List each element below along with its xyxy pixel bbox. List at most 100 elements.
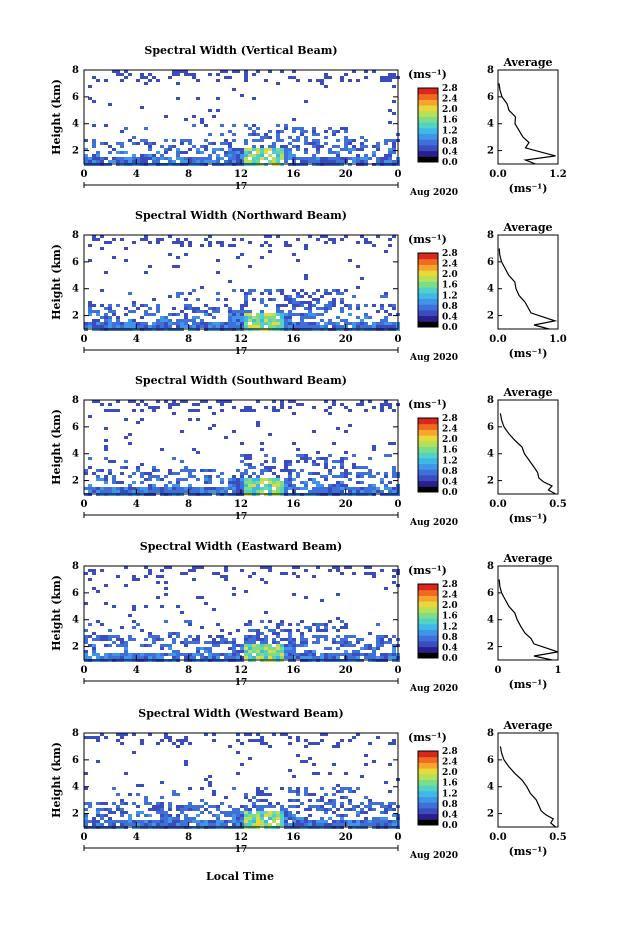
heatmap-cell: [140, 73, 144, 76]
heatmap-cell: [184, 298, 188, 301]
heatmap-cell: [84, 325, 88, 328]
heatmap-cell: [296, 259, 300, 262]
heatmap-cell: [84, 653, 88, 656]
heatmap-cell: [284, 466, 288, 469]
heatmap-cell: [276, 823, 280, 826]
heatmap-cell: [360, 148, 364, 151]
heatmap-cell: [348, 566, 352, 569]
heatmap-cell: [200, 487, 204, 490]
day-label: 17: [235, 182, 248, 192]
heatmap-cell: [264, 484, 268, 487]
heatmap-cell: [244, 295, 248, 298]
heatmap-cell: [356, 307, 360, 310]
heatmap-cell: [352, 295, 356, 298]
colorbar-segment: [418, 99, 438, 106]
heatmap-cell: [288, 472, 292, 475]
heatmap-cell: [212, 641, 216, 644]
heatmap-cell: [384, 484, 388, 487]
heatmap-cell: [344, 566, 348, 569]
date-label: Aug 2020: [409, 851, 458, 861]
heatmap-cell: [360, 157, 364, 160]
heatmap-cell: [216, 148, 220, 151]
heatmap-cell: [128, 292, 132, 295]
heatmap-cell: [232, 644, 236, 647]
heatmap-cell: [204, 820, 208, 823]
heatmap-cell: [184, 763, 188, 766]
heatmap-cell: [276, 487, 280, 490]
heatmap-cell: [136, 79, 140, 82]
heatmap-cell: [248, 475, 252, 478]
heatmap-cell: [392, 409, 396, 412]
heatmap-cell: [384, 653, 388, 656]
heatmap-cell: [280, 289, 284, 292]
heatmap-cell: [292, 154, 296, 157]
heatmap-cell: [336, 656, 340, 659]
heatmap-cell: [112, 148, 116, 151]
heatmap-cell: [240, 484, 244, 487]
heatmap-cell: [188, 620, 192, 623]
heatmap-cell: [320, 79, 324, 82]
heatmap-cell: [296, 79, 300, 82]
heatmap-cell: [136, 805, 140, 808]
heatmap-cell: [152, 653, 156, 656]
heatmap-cell: [292, 823, 296, 826]
heatmap-cell: [232, 817, 236, 820]
heatmap-cell: [236, 772, 240, 775]
heatmap-cell: [140, 472, 144, 475]
heatmap-cell: [312, 160, 316, 163]
heatmap-cell: [224, 578, 228, 581]
heatmap-cell: [276, 136, 280, 139]
heatmap-cell: [144, 235, 148, 238]
heatmap-cell: [252, 629, 256, 632]
heatmap-cell: [264, 823, 268, 826]
heatmap-cell: [252, 805, 256, 808]
heatmap-cell: [284, 151, 288, 154]
heatmap-cell: [292, 478, 296, 481]
heatmap-cell: [304, 817, 308, 820]
heatmap-cell: [120, 142, 124, 145]
heatmap-cell: [280, 316, 284, 319]
heatmap-cell: [272, 629, 276, 632]
heatmap-cell: [228, 145, 232, 148]
heatmap-cell: [88, 736, 92, 739]
heatmap-cell: [284, 154, 288, 157]
heatmap-cell: [264, 742, 268, 745]
heatmap-cell: [124, 656, 128, 659]
heatmap-cell: [208, 325, 212, 328]
heatmap-cell: [284, 478, 288, 481]
heatmap-cell: [248, 638, 252, 641]
heatmap-cell: [232, 430, 236, 433]
heatmap-cell: [380, 644, 384, 647]
heatmap-cell: [292, 641, 296, 644]
heatmap-cell: [176, 820, 180, 823]
heatmap-cell: [228, 484, 232, 487]
heatmap-cell: [96, 478, 100, 481]
heatmap-cell: [248, 310, 252, 313]
heatmap-cell: [224, 490, 228, 493]
heatmap-cell: [184, 151, 188, 154]
heatmap-cell: [272, 319, 276, 322]
heatmap-cell: [364, 409, 368, 412]
colorbar-segment: [418, 105, 438, 112]
heatmap-cell: [172, 403, 176, 406]
heatmap-cell: [144, 823, 148, 826]
heatmap-cell: [312, 304, 316, 307]
heatmap-cell: [184, 322, 188, 325]
heatmap-cell: [132, 472, 136, 475]
colorbar-tick-label: 0.8: [442, 137, 458, 147]
heatmap-cell: [368, 487, 372, 490]
heatmap-cell: [304, 787, 308, 790]
heatmap-cell: [228, 148, 232, 151]
heatmap-cell: [268, 154, 272, 157]
heatmap-cell: [388, 742, 392, 745]
heatmap-cell: [196, 325, 200, 328]
heatmap-cell: [108, 151, 112, 154]
heatmap-cell: [316, 623, 320, 626]
heatmap-cell: [84, 148, 88, 151]
heatmap-cell: [292, 638, 296, 641]
heatmap-cell: [320, 656, 324, 659]
heatmap-cell: [284, 319, 288, 322]
heatmap-cell: [188, 409, 192, 412]
heatmap-cell: [368, 799, 372, 802]
heatmap-cell: [312, 820, 316, 823]
